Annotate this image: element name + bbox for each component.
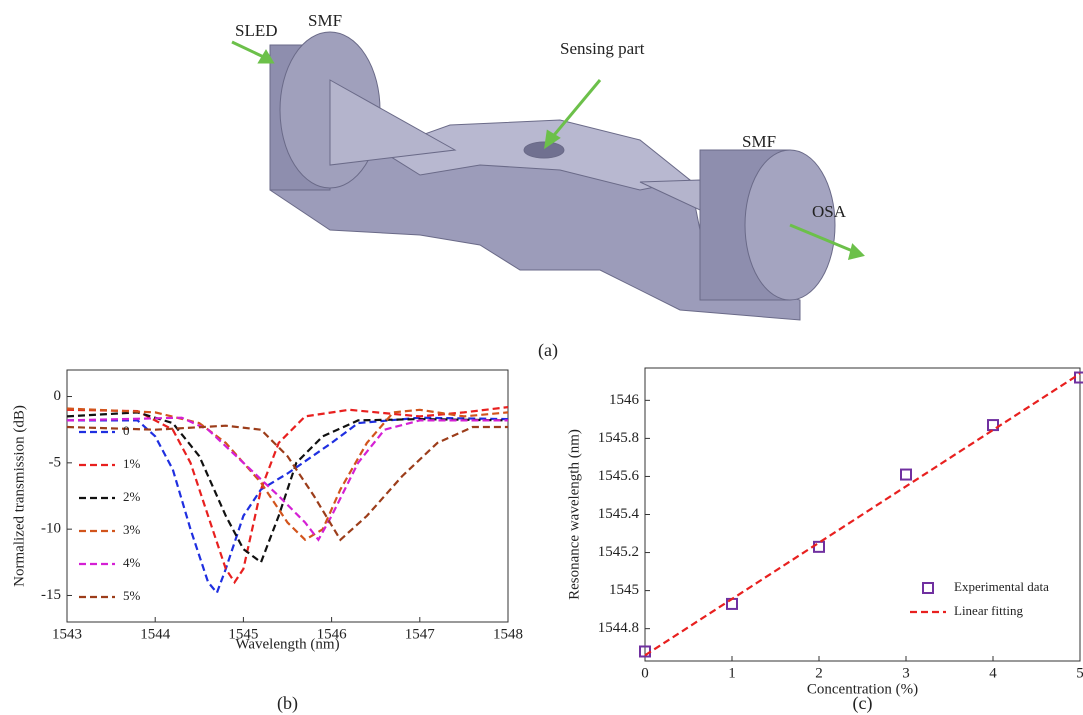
panel-caption: (c): [853, 693, 873, 714]
x-tick-label: 5: [1076, 665, 1083, 681]
series-line: [644, 372, 1081, 657]
y-tick-label: 0: [54, 388, 62, 404]
diagram-label: SLED: [235, 21, 278, 40]
diagram-label: SMF: [742, 132, 776, 151]
y-axis-label: Normalized transmission (dB): [11, 405, 27, 587]
arrows: [231, 40, 865, 261]
y-tick-label: 1546: [609, 392, 640, 408]
legend-label: 3%: [123, 522, 141, 537]
x-tick-label: 4: [989, 665, 997, 681]
panel-caption: (a): [538, 340, 558, 361]
data-point: [900, 468, 912, 481]
legend-label: 1%: [123, 456, 141, 471]
legend-label: Experimental data: [954, 579, 1049, 594]
y-axis-label: Resonance wavelength (nm): [566, 429, 582, 600]
data-point: [813, 540, 825, 553]
y-tick-label: 1545.2: [598, 544, 639, 560]
legend-label: Linear fitting: [954, 603, 1023, 618]
data-point: [987, 419, 999, 432]
x-tick-label: 2: [815, 665, 823, 681]
legend-label: 5%: [123, 588, 141, 603]
y-tick-label: 1545.8: [598, 430, 639, 446]
diagram-label: Sensing part: [560, 39, 645, 58]
x-tick-label: 1: [728, 665, 736, 681]
y-tick-label: 1545.4: [598, 506, 640, 522]
series-line: [66, 411, 509, 565]
diagram-label: SMF: [308, 11, 342, 30]
y-tick-label: 1544.8: [598, 620, 639, 636]
y-tick-label: -10: [41, 521, 61, 537]
x-tick-label: 1548: [493, 626, 523, 642]
x-tick-label: 1545: [228, 626, 258, 642]
legend-label: 2%: [123, 489, 141, 504]
series-line: [66, 406, 509, 585]
legend-marker: [922, 582, 934, 594]
panel-caption: (b): [277, 693, 298, 714]
legend-label: 0: [123, 423, 130, 438]
y-tick-label: -15: [41, 587, 61, 603]
x-axis-label: Concentration (%): [807, 681, 918, 697]
x-axis-label: Wavelength (nm): [235, 636, 339, 652]
diagram-label: OSA: [812, 202, 847, 221]
x-tick-label: 1544: [140, 626, 171, 642]
x-tick-label: 1547: [405, 626, 436, 642]
legend-label: 4%: [123, 555, 141, 570]
device-drawing: [269, 31, 836, 321]
x-tick-label: 1546: [317, 626, 348, 642]
series-line: [66, 424, 508, 542]
x-tick-label: 1543: [52, 626, 82, 642]
plot-frame: [66, 369, 509, 623]
x-tick-label: 0: [641, 665, 649, 681]
x-tick-label: 3: [902, 665, 910, 681]
y-tick-label: -5: [49, 454, 62, 470]
y-tick-label: 1545.6: [598, 468, 640, 484]
y-tick-label: 1545: [609, 582, 639, 598]
